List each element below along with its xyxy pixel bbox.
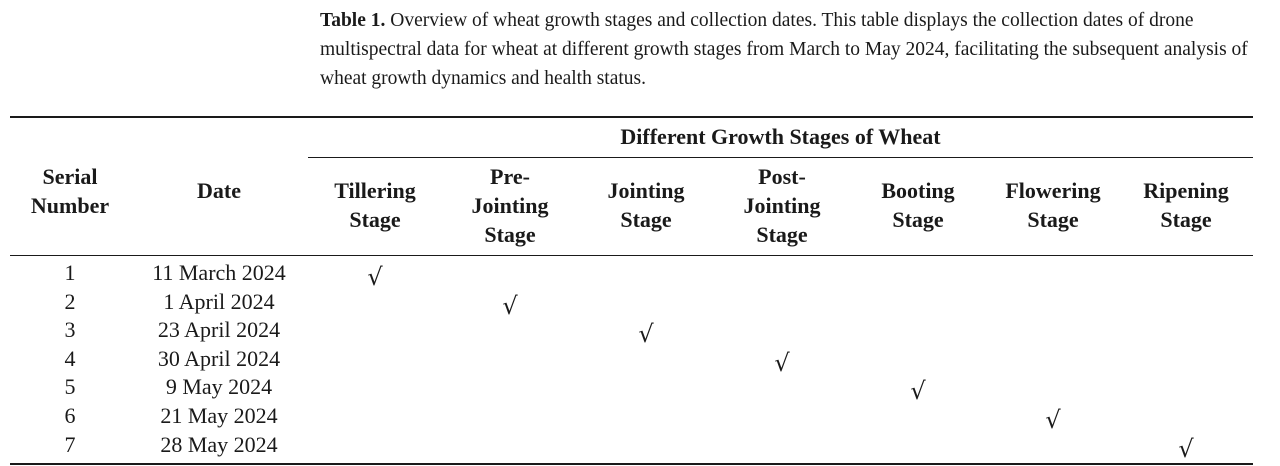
cell-serial-number: 3 xyxy=(64,317,76,343)
cell-date: 1 April 2024 xyxy=(163,288,275,314)
caption-text: Overview of wheat growth stages and coll… xyxy=(320,10,1248,89)
header-line: Stage xyxy=(1027,207,1079,232)
table-top-rule xyxy=(10,116,1253,118)
header-line: Flowering xyxy=(1005,178,1101,203)
cell-date: 23 April 2024 xyxy=(157,317,281,343)
column-header-stage: Pre- Jointing Stage xyxy=(443,162,577,249)
header-bottom-rule xyxy=(10,255,1253,256)
cell-date: 28 May 2024 xyxy=(160,431,278,457)
header-line: Jointing xyxy=(743,193,821,218)
header-line: Stage xyxy=(620,207,672,232)
check-mark-icon: √ xyxy=(1045,406,1061,434)
caption-label: Table 1. xyxy=(320,10,386,31)
cell-serial-number: 5 xyxy=(64,374,76,400)
header-line: Post- xyxy=(758,164,806,189)
header-line: Stage xyxy=(1160,207,1212,232)
cell-serial-number: 6 xyxy=(64,403,76,428)
cell-serial-number: 2 xyxy=(64,288,76,314)
column-header-stage: Post- Jointing Stage xyxy=(715,162,849,249)
header-line: Tillering xyxy=(334,178,416,203)
check-mark-icon: √ xyxy=(638,320,654,349)
check-mark-icon: √ xyxy=(1178,434,1194,463)
column-header-date: Date xyxy=(140,176,298,205)
header-line: Pre- xyxy=(490,164,530,189)
group-header: Different Growth Stages of Wheat xyxy=(620,124,941,149)
cell-date: 30 April 2024 xyxy=(157,345,281,371)
header-line: Stage xyxy=(349,207,401,232)
column-header-stage: Tillering Stage xyxy=(308,176,442,234)
check-mark-icon: √ xyxy=(502,291,518,320)
header-line: Jointing xyxy=(607,178,685,203)
header-line: Number xyxy=(30,193,110,218)
check-mark-icon: √ xyxy=(367,263,383,291)
check-mark-icon: √ xyxy=(774,348,790,377)
header-line: Stage xyxy=(892,207,944,232)
column-header-serial-number: Serial Number xyxy=(10,162,130,220)
cell-serial-number: 1 xyxy=(64,260,76,285)
header-line: Stage xyxy=(756,222,808,247)
header-line: Booting xyxy=(881,178,955,203)
cell-serial-number: 4 xyxy=(64,345,76,371)
table-caption: Table 1. Overview of wheat growth stages… xyxy=(320,6,1270,93)
check-mark-icon: √ xyxy=(910,377,926,406)
column-header-stage: Ripening Stage xyxy=(1119,176,1253,234)
header-line: Date xyxy=(197,178,241,203)
header-line: Jointing xyxy=(471,193,549,218)
header-line: Stage xyxy=(484,222,536,247)
column-header-stage: Flowering Stage xyxy=(986,176,1120,234)
cell-serial-number: 7 xyxy=(64,431,76,457)
column-header-stage: Booting Stage xyxy=(851,176,985,234)
cell-date: 11 March 2024 xyxy=(152,260,286,285)
column-header-stage: Jointing Stage xyxy=(579,176,713,234)
cell-date: 9 May 2024 xyxy=(165,374,273,400)
cell-date: 21 May 2024 xyxy=(160,403,278,428)
header-line: Serial xyxy=(42,164,98,189)
group-header-rule xyxy=(308,157,1253,158)
table-bottom-rule xyxy=(10,463,1253,465)
header-line: Ripening xyxy=(1143,178,1229,203)
